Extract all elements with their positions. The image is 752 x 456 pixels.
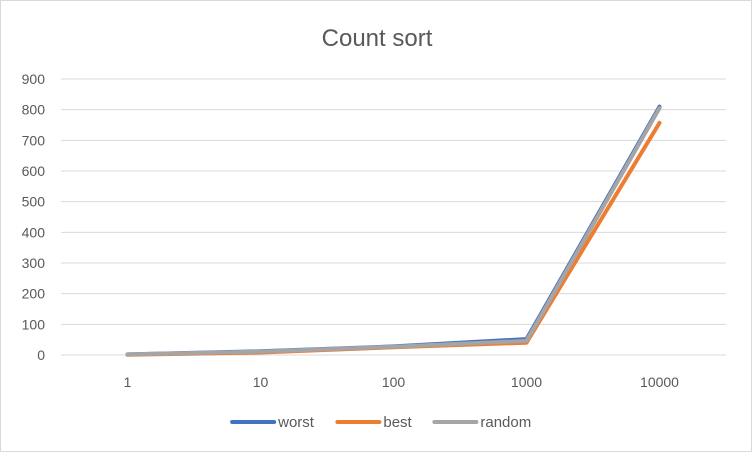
gridlines (61, 78, 726, 356)
x-tick-label: 1 (124, 374, 132, 390)
x-axis-ticks: 1 10 100 1000 10000 (124, 374, 680, 390)
series-line-best (125, 120, 662, 357)
x-tick-label: 100 (382, 374, 406, 390)
legend-label: best (383, 414, 412, 431)
y-tick-label: 400 (22, 224, 46, 240)
y-tick-label: 300 (22, 255, 46, 271)
y-tick-label: 700 (22, 132, 46, 148)
series-line-random (125, 106, 662, 357)
x-tick-label: 1000 (511, 374, 542, 390)
legend: worst best random (230, 414, 531, 431)
legend-item-best: best (335, 414, 413, 431)
x-tick-label: 10000 (640, 374, 679, 390)
series-lines (125, 104, 662, 357)
x-tick-label: 10 (253, 374, 269, 390)
legend-label: random (480, 414, 531, 431)
y-tick-label: 0 (37, 347, 45, 363)
legend-label: worst (277, 414, 315, 431)
y-tick-label: 900 (22, 71, 46, 87)
y-tick-label: 800 (22, 102, 46, 118)
y-tick-label: 600 (22, 163, 46, 179)
y-tick-label: 200 (22, 286, 46, 302)
legend-item-worst: worst (230, 414, 315, 431)
legend-item-random: random (432, 414, 531, 431)
series-line-worst (125, 104, 662, 357)
y-tick-label: 500 (22, 194, 46, 210)
y-tick-label: 100 (22, 316, 46, 332)
chart-title: Count sort (322, 25, 433, 52)
y-axis-ticks: 0 100 200 300 400 500 600 700 800 900 (22, 71, 46, 363)
